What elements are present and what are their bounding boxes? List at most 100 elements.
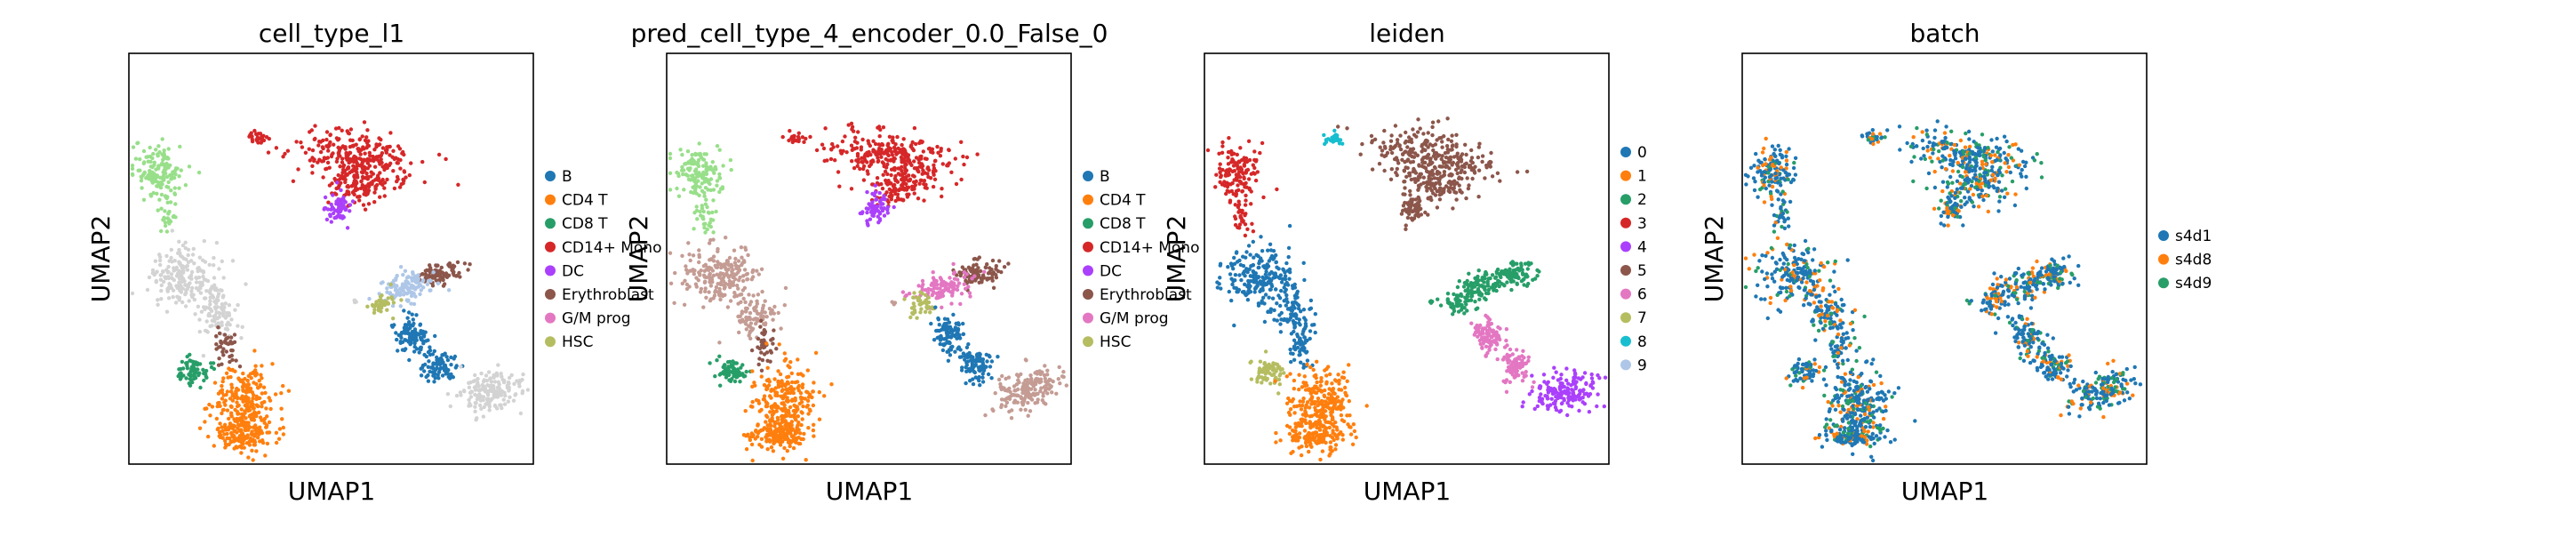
cell-point: [956, 323, 961, 327]
cell-point: [935, 335, 940, 341]
cell-point: [340, 144, 345, 148]
cell-point: [184, 291, 188, 295]
cell-point: [432, 380, 436, 384]
cell-point: [1043, 376, 1047, 381]
cell-point: [392, 156, 396, 162]
cell-point: [1025, 388, 1030, 392]
cell-point: [708, 361, 712, 365]
cell-point: [1047, 377, 1052, 382]
cell-point: [404, 276, 410, 280]
cell-point: [978, 268, 983, 274]
cell-point: [159, 283, 164, 288]
cell-point: [257, 432, 261, 437]
cell-point: [876, 156, 880, 160]
cell-point: [867, 149, 871, 155]
cell-point: [1416, 188, 1420, 192]
x-axis-label: UMAP1: [288, 477, 376, 506]
cell-point: [748, 331, 752, 335]
cell-point: [397, 147, 403, 151]
cell-point: [253, 364, 258, 368]
cell-point: [356, 195, 360, 199]
cell-point: [424, 268, 429, 273]
cell-point: [310, 164, 315, 168]
cell-point: [714, 285, 719, 290]
cell-point: [788, 360, 793, 365]
cell-point: [713, 288, 718, 293]
cell-point: [255, 135, 260, 140]
cell-point: [445, 357, 451, 363]
cell-point: [756, 293, 761, 297]
cell-point: [833, 158, 837, 163]
cell-point: [1411, 159, 1416, 164]
cell-point: [889, 167, 894, 172]
cell-point: [180, 359, 185, 365]
cell-point: [473, 405, 477, 409]
cell-point: [153, 259, 158, 263]
cell-point: [759, 437, 764, 441]
cell-point: [177, 174, 181, 179]
cell-point: [353, 298, 357, 303]
cell-point: [310, 148, 316, 153]
cell-point: [173, 268, 178, 272]
cell-point: [394, 331, 398, 335]
cell-point: [220, 425, 224, 429]
cell-point: [865, 189, 869, 195]
cell-point: [855, 140, 860, 145]
cell-point: [191, 373, 196, 378]
cell-point: [964, 278, 968, 283]
cell-point: [252, 349, 257, 353]
cell-point: [743, 300, 748, 305]
cell-point: [935, 144, 940, 149]
cell-point: [360, 174, 365, 180]
cell-point: [701, 305, 706, 309]
cell-point: [261, 138, 267, 143]
cell-point: [675, 170, 679, 175]
cell-point: [1425, 139, 1429, 143]
cell-point: [166, 264, 171, 269]
cell-point: [917, 181, 922, 186]
cell-point: [1249, 202, 1253, 206]
cell-point: [410, 290, 414, 295]
cell-point: [352, 188, 356, 193]
cell-point: [701, 209, 706, 214]
cell-point: [749, 277, 754, 282]
cell-point: [176, 373, 180, 379]
cell-point: [244, 389, 249, 393]
cell-point: [192, 261, 196, 266]
cell-point: [188, 259, 194, 263]
cell-point: [337, 200, 341, 204]
cell-point: [372, 190, 377, 195]
cell-point: [916, 157, 921, 162]
cell-point: [1251, 229, 1256, 234]
cell-point: [172, 277, 176, 283]
cell-point: [246, 428, 251, 432]
cell-point: [324, 205, 328, 211]
cell-point: [989, 276, 995, 280]
cell-point: [1464, 299, 1468, 303]
cell-point: [709, 257, 714, 261]
cell-point: [218, 421, 222, 426]
cell-point: [402, 169, 406, 173]
cell-point: [154, 278, 158, 284]
cell-point: [228, 323, 232, 327]
cell-point: [1468, 283, 1473, 287]
cell-point: [507, 385, 511, 389]
legend-marker: [1083, 265, 1093, 277]
cell-point: [436, 281, 441, 285]
cell-point: [966, 285, 971, 289]
cell-point: [788, 405, 793, 410]
cell-point: [230, 426, 236, 431]
cell-point: [822, 158, 827, 164]
cell-point: [782, 351, 787, 356]
cell-point: [215, 297, 220, 301]
cell-point: [772, 429, 777, 434]
cell-point: [412, 327, 418, 332]
y-axis-label: UMAP2: [624, 215, 653, 303]
cell-point: [823, 126, 828, 131]
cell-point: [361, 145, 365, 149]
cell-point: [829, 148, 834, 152]
cell-point: [1025, 377, 1030, 382]
cell-point: [424, 354, 428, 359]
cell-point: [787, 138, 791, 143]
